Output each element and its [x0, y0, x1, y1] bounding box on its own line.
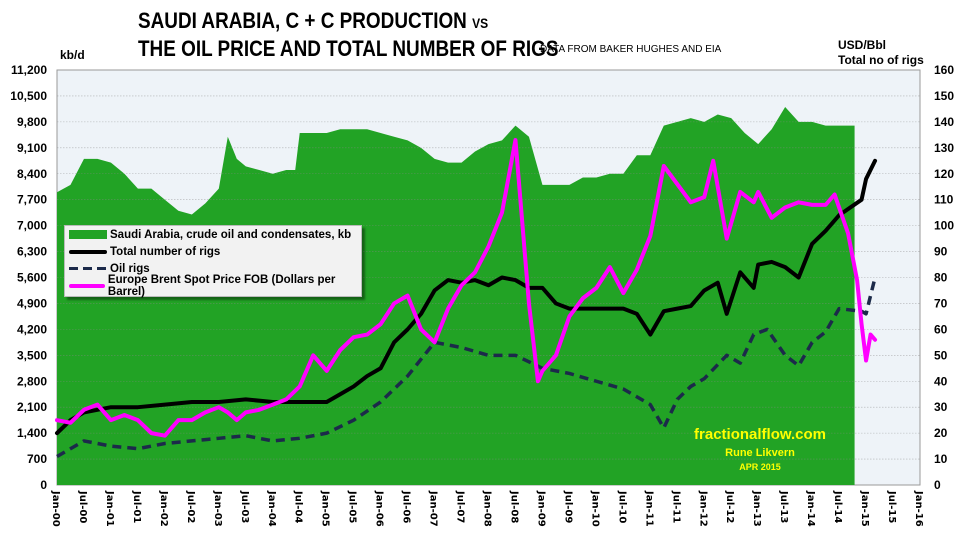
x-tick-label: Jan-10	[589, 490, 600, 527]
left-tick-label: 9,100	[17, 141, 47, 155]
oil-rigs-line	[56, 277, 877, 458]
right-tick-label: 30	[934, 400, 948, 414]
right-tick-label: 90	[934, 245, 948, 259]
right-tick-label: 120	[934, 167, 954, 181]
left-tick-label: 5,600	[17, 271, 47, 285]
right-axis-label-price: USD/Bbl	[838, 38, 886, 52]
x-tick-label: Jul-01	[131, 490, 142, 523]
x-tick-label: Jan-00	[50, 490, 61, 527]
x-tick-label: Jan-11	[643, 490, 654, 527]
x-tick-label: Jul-08	[508, 490, 519, 523]
left-tick-label: 2,800	[17, 374, 47, 388]
right-tick-label: 100	[934, 219, 954, 233]
legend-label: Total number of rigs	[110, 245, 221, 258]
chart-title-line2: THE OIL PRICE AND TOTAL NUMBER OF RIGS	[138, 36, 559, 61]
x-tick-label: Jan-04	[266, 490, 277, 527]
brent-price-line	[55, 138, 878, 438]
x-tick-label: Jul-09	[562, 490, 573, 523]
x-tick-label: Jul-13	[778, 490, 789, 523]
x-tick-label: Jul-05	[347, 490, 358, 523]
x-tick-label: Jul-06	[401, 490, 412, 523]
left-tick-label: 1,400	[17, 426, 47, 440]
left-tick-label: 7,000	[17, 219, 47, 233]
right-tick-label: 160	[934, 63, 954, 77]
left-tick-label: 6,300	[17, 245, 47, 259]
x-tick-label: Jan-12	[697, 490, 708, 527]
x-tick-label: Jul-00	[77, 490, 88, 523]
right-axis-label-rigs: Total no of rigs	[838, 53, 924, 67]
x-tick-label: Jul-15	[886, 490, 897, 523]
left-tick-label: 11,200	[11, 63, 47, 77]
legend-label: Europe Brent Spot Price FOB (Dollars per…	[107, 273, 336, 298]
x-tick-label: Jul-03	[239, 490, 250, 523]
right-tick-label: 80	[934, 271, 948, 285]
right-tick-label: 50	[934, 348, 948, 362]
legend-item-oil-rigs: Oil rigs	[65, 260, 361, 277]
x-tick-label: Jul-10	[616, 490, 627, 523]
source-note: DATA FROM BAKER HUGHES AND EIA	[540, 44, 722, 55]
legend-swatch-dashed	[69, 267, 107, 270]
right-tick-label: 10	[934, 452, 948, 466]
right-tick-label: 60	[934, 322, 948, 336]
right-tick-label: 110	[934, 193, 954, 207]
x-tick-label: Jul-14	[832, 490, 843, 523]
left-tick-label: 0	[40, 478, 47, 492]
right-tick-label: 20	[934, 426, 948, 440]
x-tick-label: Jan-05	[320, 490, 331, 527]
chart-title-line1: SAUDI ARABIA, C + C PRODUCTION VS	[138, 8, 488, 34]
legend-item-brent: Europe Brent Spot Price FOB (Dollars per…	[65, 274, 361, 298]
x-tick-label: Jan-07	[428, 490, 439, 527]
legend-label: Saudi Arabia, crude oil and condensates,…	[110, 228, 352, 241]
legend-item-total-rigs: Total number of rigs	[65, 243, 361, 260]
x-tick-label: Jan-03	[212, 490, 223, 527]
x-tick-label: Jul-11	[670, 490, 681, 523]
watermark-site: fractionalflow.com	[694, 426, 826, 443]
left-axis-label: kb/d	[60, 48, 85, 62]
legend-label: Oil rigs	[110, 262, 150, 275]
x-tick-label: Jan-15	[859, 490, 870, 527]
legend-swatch-area	[69, 230, 107, 239]
x-tick-label: Jul-04	[293, 490, 304, 523]
legend-swatch-line	[69, 283, 105, 288]
x-tick-label: Jan-14	[805, 490, 816, 527]
total-rigs-line	[55, 158, 878, 436]
left-tick-label: 2,100	[17, 400, 47, 414]
x-tick-label: Jul-12	[724, 490, 735, 523]
legend: Saudi Arabia, crude oil and condensates,…	[64, 225, 362, 298]
right-tick-label: 140	[934, 115, 954, 129]
right-tick-label: 130	[934, 141, 954, 155]
left-tick-label: 4,900	[17, 296, 47, 310]
right-tick-label: 70	[934, 296, 948, 310]
legend-swatch-line	[69, 249, 107, 254]
watermark-author: Rune Likvern	[725, 447, 795, 459]
x-tick-label: Jan-16	[913, 490, 924, 527]
left-tick-label: 9,800	[17, 115, 47, 129]
x-tick-label: Jan-08	[482, 490, 493, 527]
right-tick-label: 0	[934, 478, 941, 492]
x-tick-label: Jan-06	[374, 490, 385, 527]
x-tick-label: Jan-02	[158, 490, 169, 527]
watermark-date: APR 2015	[739, 462, 781, 472]
left-tick-label: 700	[27, 452, 47, 466]
watermark: fractionalflow.com Rune Likvern APR 2015	[660, 426, 860, 472]
legend-item-production: Saudi Arabia, crude oil and condensates,…	[65, 226, 361, 243]
left-tick-label: 10,500	[10, 89, 47, 103]
title-vs: VS	[472, 15, 489, 31]
title-main: SAUDI ARABIA, C + C PRODUCTION	[138, 8, 467, 33]
x-tick-label: Jan-13	[751, 490, 762, 527]
x-tick-label: Jan-09	[535, 490, 546, 527]
x-tick-label: Jan-01	[104, 490, 115, 527]
left-tick-label: 7,700	[17, 193, 47, 207]
x-tick-label: Jul-07	[455, 490, 466, 523]
x-tick-label: Jul-02	[185, 490, 196, 523]
right-tick-label: 150	[934, 89, 954, 103]
right-tick-label: 40	[934, 374, 948, 388]
left-tick-label: 8,400	[17, 167, 47, 181]
left-tick-label: 3,500	[17, 348, 47, 362]
left-tick-label: 4,200	[17, 322, 47, 336]
